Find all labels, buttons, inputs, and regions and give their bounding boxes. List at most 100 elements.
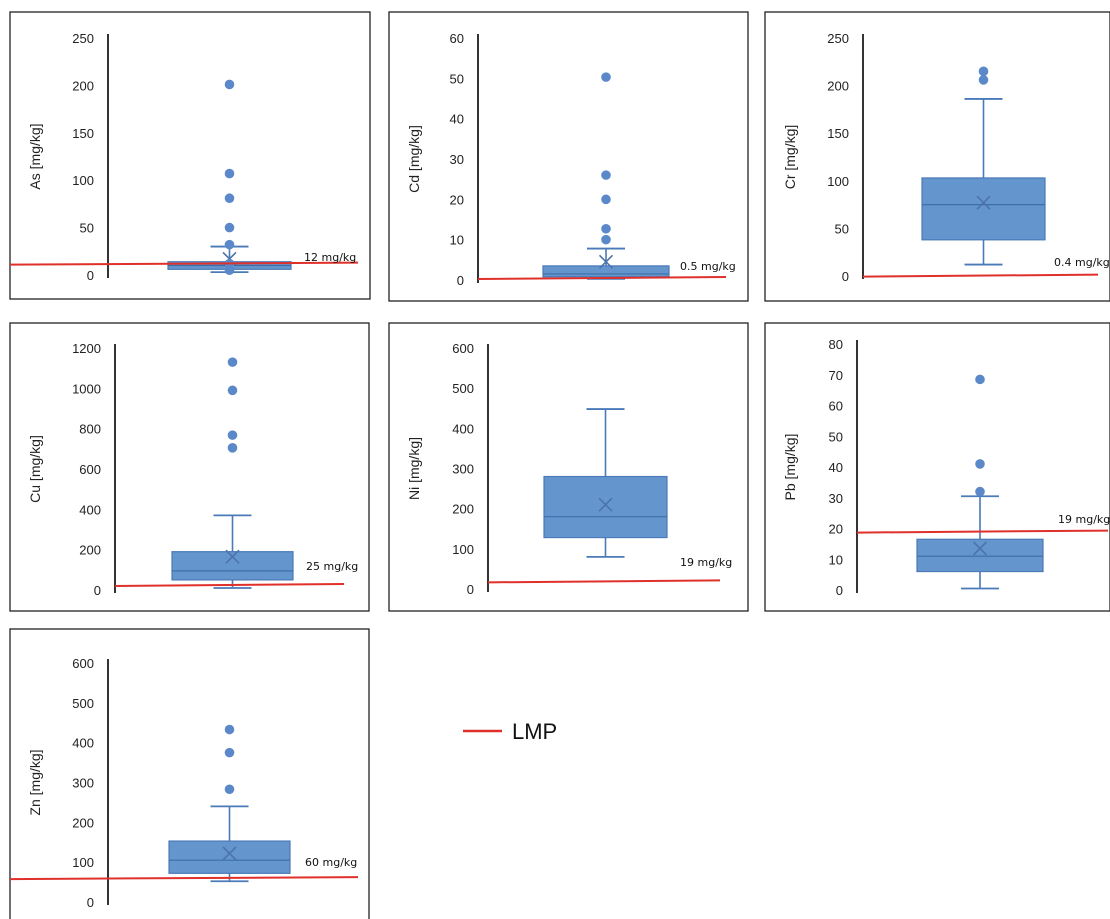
- mean-marker-cr: [976, 195, 991, 210]
- lmp-line-cu: [114, 582, 345, 587]
- outlier-point-as: [224, 168, 235, 179]
- lmp-label-as: 12 mg/kg: [304, 251, 356, 264]
- panels-layer: 0 50 100 150 200 250 As [mg/kg] 12 mg/kg 0 10 20 30…: [9, 11, 1110, 919]
- mean-marker-ni: [598, 497, 613, 512]
- lmp-label-zn: 60 mg/kg: [305, 856, 357, 869]
- y-tick-label: 20: [450, 192, 464, 207]
- panel-as: 0 50 100 150 200 250 As [mg/kg] 12 mg/kg: [9, 11, 371, 300]
- y-tick-label: 600: [72, 656, 94, 671]
- box-iqr-pb: [916, 538, 1044, 573]
- panel-cd: 0 10 20 30 40 50 60 Cd [mg/kg] 0.5 mg/kg: [388, 11, 749, 302]
- y-tick-label: 0: [94, 583, 101, 598]
- outlier-point-cr: [978, 75, 989, 85]
- outlier-point-cu: [227, 430, 238, 440]
- y-axis-label-pb: Pb [mg/kg]: [782, 434, 798, 501]
- y-tick-label: 1200: [72, 341, 101, 356]
- legend: LMP: [463, 719, 557, 744]
- panel-frame-zn: [9, 628, 370, 919]
- y-tick-label: 100: [827, 174, 849, 189]
- outlier-point-cd: [601, 234, 611, 245]
- y-tick-label: 200: [72, 815, 94, 830]
- y-tick-label: 200: [72, 78, 94, 93]
- lmp-label-cu: 25 mg/kg: [306, 560, 358, 573]
- panel-ni: 0 100 200 300 400 500 600 Ni [mg/kg] 19 mg/kg: [388, 322, 749, 612]
- outlier-point-zn: [224, 784, 235, 795]
- outlier-point-pb: [975, 459, 985, 469]
- y-tick-label: 0: [457, 273, 464, 288]
- panel-zn: 0 100 200 300 400 500 600 Zn [mg/kg] 60 mg/kg: [9, 628, 370, 919]
- lmp-line-as: [9, 261, 359, 266]
- mean-marker-zn: [222, 846, 237, 861]
- y-tick-label: 600: [79, 462, 101, 477]
- y-tick-label: 600: [452, 341, 474, 356]
- y-tick-label: 50: [835, 221, 849, 236]
- panel-cu: 0 200 400 600 800 1000 1200 Cu [mg/kg] 25 mg/kg: [9, 322, 370, 612]
- y-tick-label: 200: [79, 543, 101, 558]
- y-tick-label: 300: [452, 462, 474, 477]
- y-tick-label: 400: [72, 736, 94, 751]
- lmp-line-pb: [856, 529, 1109, 534]
- outlier-point-as: [224, 193, 235, 204]
- y-tick-label: 0: [87, 268, 94, 283]
- outlier-point-cr: [978, 66, 989, 77]
- y-axis-label-zn: Zn [mg/kg]: [27, 749, 43, 815]
- outlier-point-zn: [224, 747, 235, 758]
- outlier-point-cu: [227, 357, 238, 367]
- y-tick-label: 0: [842, 269, 849, 284]
- lmp-label-ni: 19 mg/kg: [680, 556, 732, 569]
- lmp-line-zn: [9, 876, 359, 881]
- y-tick-label: 400: [79, 502, 101, 517]
- y-tick-label: 200: [827, 79, 849, 94]
- lmp-line-ni: [487, 579, 721, 584]
- y-tick-label: 0: [467, 582, 474, 597]
- panel-frame-as: [9, 11, 371, 300]
- box-iqr-ni: [543, 475, 668, 539]
- y-tick-label: 100: [452, 542, 474, 557]
- y-tick-label: 250: [72, 31, 94, 46]
- mean-marker-cd: [598, 254, 614, 269]
- y-tick-label: 50: [80, 221, 94, 236]
- y-axis-label-as: As [mg/kg]: [27, 123, 43, 189]
- y-tick-label: 250: [827, 31, 849, 46]
- outlier-point-cd: [601, 223, 611, 234]
- y-tick-label: 400: [452, 421, 474, 436]
- y-axis-label-cr: Cr [mg/kg]: [782, 125, 798, 190]
- panel-cr: 0 50 100 150 200 250 Cr [mg/kg] 0.4 mg/kg: [764, 11, 1110, 302]
- y-tick-label: 300: [72, 776, 94, 791]
- y-tick-label: 150: [72, 126, 94, 141]
- panel-pb: 0 10 20 30 40 50 60 70 80 Pb [mg/kg] 19 mg/kg: [764, 322, 1110, 612]
- outlier-point-cu: [227, 443, 238, 453]
- y-tick-label: 60: [450, 31, 464, 46]
- outlier-point-as: [224, 265, 235, 276]
- y-tick-label: 500: [72, 696, 94, 711]
- y-tick-label: 70: [829, 368, 843, 383]
- mean-marker-pb: [972, 541, 988, 556]
- y-tick-label: 800: [79, 422, 101, 437]
- y-axis-label-cu: Cu [mg/kg]: [27, 435, 43, 503]
- lmp-label-cr: 0.4 mg/kg: [1054, 256, 1110, 269]
- y-tick-label: 10: [829, 552, 843, 567]
- panel-frame-ni: [388, 322, 749, 612]
- outlier-point-cd: [601, 72, 611, 82]
- y-tick-label: 100: [72, 173, 94, 188]
- y-tick-label: 200: [452, 502, 474, 517]
- outlier-point-as: [224, 79, 235, 90]
- box-iqr-zn: [168, 840, 291, 874]
- outlier-point-pb: [975, 374, 985, 385]
- y-axis-label-cd: Cd [mg/kg]: [406, 125, 422, 193]
- lmp-label-pb: 19 mg/kg: [1058, 513, 1110, 526]
- outlier-point-as: [224, 239, 235, 250]
- y-tick-label: 80: [829, 337, 843, 352]
- lmp-label-cd: 0.5 mg/kg: [680, 260, 736, 273]
- lmp-line-cr: [862, 273, 1099, 278]
- y-tick-label: 150: [827, 126, 849, 141]
- outlier-point-cd: [601, 194, 611, 205]
- y-tick-label: 50: [450, 71, 464, 86]
- lmp-line-cd: [477, 275, 727, 280]
- y-tick-label: 500: [452, 381, 474, 396]
- box-iqr-cr: [921, 177, 1046, 241]
- y-tick-label: 0: [87, 895, 94, 910]
- outlier-point-zn: [224, 724, 235, 735]
- box-iqr-cd: [542, 265, 670, 278]
